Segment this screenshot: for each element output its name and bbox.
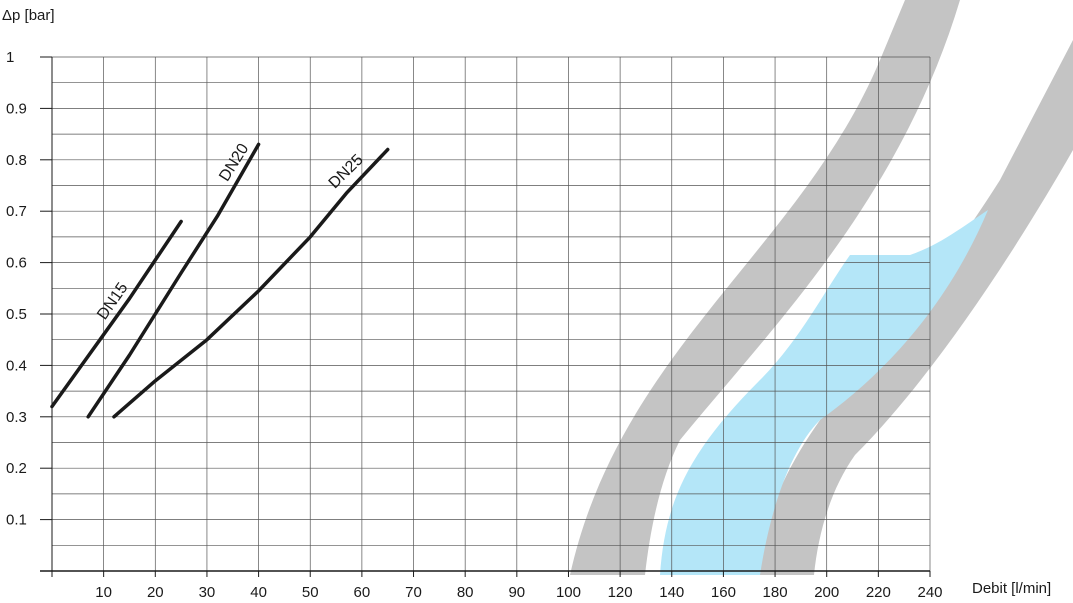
x-tick-label: 100 <box>556 584 581 601</box>
y-tick-label: 0.4 <box>6 357 27 374</box>
band-left <box>570 0 960 575</box>
background-decoration <box>570 0 1073 575</box>
y-tick-label: 0.1 <box>6 512 27 529</box>
x-tick-label: 70 <box>405 584 422 601</box>
y-axis-label: Δp [bar] <box>2 7 55 24</box>
x-tick-label: 50 <box>302 584 319 601</box>
x-axis-label: Debit [l/min] <box>972 580 1051 597</box>
grid <box>51 56 931 572</box>
x-tick-label: 30 <box>199 584 216 601</box>
y-tick-label: 0.3 <box>6 409 27 426</box>
y-tick-label: 0.5 <box>6 306 27 323</box>
series-line-dn20 <box>86 142 261 419</box>
y-tick-label: 0.6 <box>6 255 27 272</box>
tick-labels: 0.1 0.2 0.3 0.4 0.5 0.6 0.7 0.8 0.9 1 10 20 30 40 50 60… <box>6 49 943 601</box>
x-tick-label: 60 <box>354 584 371 601</box>
x-tick-label: 80 <box>457 584 474 601</box>
x-tick-label: 180 <box>763 584 788 601</box>
x-tick-label: 160 <box>711 584 736 601</box>
y-tick-label: 0.8 <box>6 152 27 169</box>
x-tick-label: 200 <box>814 584 839 601</box>
series-line-dn15 <box>50 219 183 409</box>
x-tick-label: 20 <box>147 584 164 601</box>
y-tick-label: 0.9 <box>6 100 27 117</box>
series-line-dn25 <box>112 147 390 419</box>
y-tick-label: 1 <box>6 49 14 66</box>
x-tick-label: 90 <box>508 584 525 601</box>
y-tick-label: 0.7 <box>6 203 27 220</box>
x-tick-label: 220 <box>866 584 891 601</box>
x-tick-label: 140 <box>659 584 684 601</box>
x-tick-label: 240 <box>917 584 942 601</box>
axes <box>40 56 931 577</box>
series-label-dn25: DN25 <box>326 151 367 192</box>
x-tick-label: 120 <box>608 584 633 601</box>
highlight-area <box>660 210 988 575</box>
x-tick-label: 40 <box>250 584 267 601</box>
x-tick-label: 10 <box>95 584 112 601</box>
y-tick-label: 0.2 <box>6 460 27 477</box>
